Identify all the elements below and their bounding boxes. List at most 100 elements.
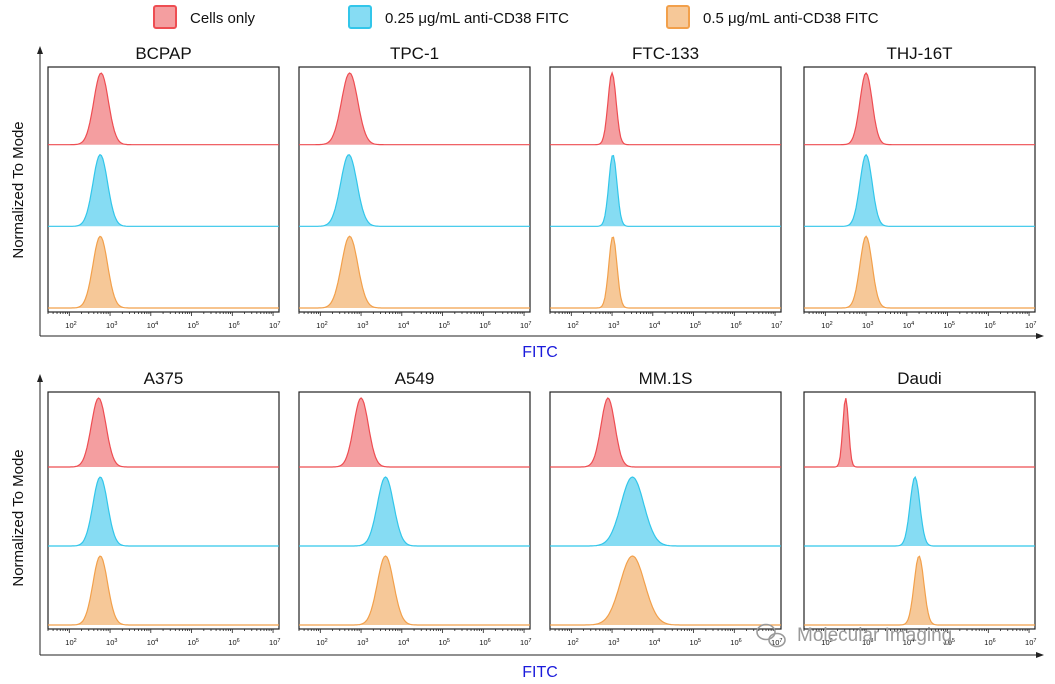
legend-swatch-cells-only <box>153 5 177 29</box>
panel-frame <box>47 66 280 313</box>
legend-swatch-0.5 <box>666 5 690 29</box>
legend-label-0.25: 0.25 μg/mL anti-CD38 FITC <box>385 10 569 27</box>
panel-frame <box>549 66 782 313</box>
tick-label: 107 <box>771 321 782 330</box>
histogram-fill-series-2 <box>299 154 530 227</box>
histogram-line-series-2 <box>299 476 530 547</box>
panels: BCPAP 102 103 104 105 106 107 TPC-1 102 103 104 105… <box>47 44 1036 647</box>
tick-label: 107 <box>1025 321 1036 330</box>
tick-label: 107 <box>520 321 531 330</box>
x-ticks: 102 103 104 105 106 107 <box>298 629 531 647</box>
x-ticks: 102 103 104 105 106 107 <box>803 312 1036 330</box>
histogram-fill-series-1 <box>550 73 781 145</box>
tick-label: 102 <box>65 321 76 330</box>
histogram-line-series-2 <box>804 475 1035 547</box>
tick-label: 104 <box>903 638 914 647</box>
tick-label: 103 <box>862 321 873 330</box>
histogram-fill-series-2 <box>299 477 530 546</box>
histogram-fill-series-3 <box>48 236 279 308</box>
panel-frame <box>803 391 1036 630</box>
tick-label: 106 <box>479 321 490 330</box>
legend: Cells only 0.25 μg/mL anti-CD38 FITC 0.5… <box>153 5 879 29</box>
tick-label: 106 <box>730 638 741 647</box>
histogram-fill-series-1 <box>550 398 781 467</box>
tick-label: 102 <box>65 638 76 647</box>
tick-label: 106 <box>228 638 239 647</box>
tick-label: 104 <box>903 321 914 330</box>
histogram-line-series-1 <box>48 72 279 146</box>
histogram-line-series-1 <box>804 71 1035 146</box>
tick-label: 105 <box>944 638 955 647</box>
tick-label: 102 <box>821 321 832 330</box>
panel-title: MM.1S <box>639 369 693 388</box>
tick-label: 103 <box>608 321 619 330</box>
tick-label: 104 <box>147 638 158 647</box>
histogram-line-series-2 <box>550 154 781 227</box>
x-ticks: 102 103 104 105 106 107 <box>549 312 782 330</box>
histogram-fill-series-3 <box>299 236 530 308</box>
histogram-line-series-1 <box>550 397 781 468</box>
x-ticks: 102 103 104 105 106 107 <box>803 629 1036 647</box>
tick-label: 106 <box>228 321 239 330</box>
panel-title: A549 <box>395 369 435 388</box>
x-ticks: 102 103 104 105 106 107 <box>549 629 782 647</box>
histogram-fill-series-1 <box>299 73 530 145</box>
histogram-line-series-1 <box>804 398 1035 468</box>
histogram-line-series-1 <box>299 397 530 468</box>
tick-label: 105 <box>188 321 199 330</box>
panel-title: FTC-133 <box>632 44 699 63</box>
histogram-fill-series-2 <box>804 477 1035 546</box>
panel-a549: A549 102 103 104 105 106 107 <box>298 369 531 647</box>
x-axis-label-bottom: FITC <box>522 664 558 681</box>
tick-label: 102 <box>821 638 832 647</box>
histogram-fill-series-3 <box>550 556 781 625</box>
histogram-fill-series-3 <box>550 237 781 308</box>
histogram-line-series-1 <box>550 71 781 146</box>
tick-label: 106 <box>730 321 741 330</box>
tick-label: 103 <box>357 321 368 330</box>
panel-frame <box>803 66 1036 313</box>
tick-label: 102 <box>567 321 578 330</box>
panel-title: BCPAP <box>135 44 191 63</box>
histogram-fill-series-2 <box>550 477 781 546</box>
histogram-fill-series-1 <box>804 398 1035 467</box>
histogram-line-series-3 <box>48 555 279 626</box>
histogram-fill-series-3 <box>804 556 1035 625</box>
tick-label: 103 <box>608 638 619 647</box>
outer-axes-bottom: Normalized To Mode FITC <box>10 374 1044 681</box>
histogram-fill-series-2 <box>48 477 279 546</box>
panel-title: TPC-1 <box>390 44 439 63</box>
histogram-fill-series-1 <box>48 398 279 467</box>
legend-label-cells-only: Cells only <box>190 10 256 27</box>
tick-label: 104 <box>147 321 158 330</box>
panel-frame <box>47 391 280 630</box>
tick-label: 104 <box>649 321 660 330</box>
y-axis-label-top: Normalized To Mode <box>10 121 27 258</box>
tick-label: 103 <box>106 321 117 330</box>
tick-label: 105 <box>690 638 701 647</box>
tick-label: 106 <box>984 321 995 330</box>
histogram-line-series-2 <box>48 153 279 227</box>
histogram-line-series-2 <box>804 153 1035 227</box>
histogram-line-series-3 <box>804 555 1035 626</box>
tick-label: 102 <box>316 321 327 330</box>
tick-label: 104 <box>398 638 409 647</box>
histogram-line-series-3 <box>550 555 781 626</box>
histogram-fill-series-1 <box>804 73 1035 145</box>
panel-title: THJ-16T <box>886 44 952 63</box>
tick-label: 105 <box>188 638 199 647</box>
x-axis-label-top: FITC <box>522 344 558 361</box>
panel-thj-16t: THJ-16T 102 103 104 105 106 107 <box>803 44 1036 330</box>
histogram-line-series-2 <box>48 476 279 547</box>
histogram-fill-series-2 <box>48 154 279 227</box>
wechat-icon <box>756 623 786 648</box>
histogram-line-series-3 <box>804 235 1035 309</box>
tick-label: 105 <box>439 321 450 330</box>
panel-bcpap: BCPAP 102 103 104 105 106 107 <box>47 44 280 330</box>
watermark-text: Molecular Imaging <box>797 625 952 646</box>
tick-label: 105 <box>944 321 955 330</box>
tick-label: 107 <box>520 638 531 647</box>
tick-label: 103 <box>106 638 117 647</box>
x-ticks: 102 103 104 105 106 107 <box>47 629 280 647</box>
